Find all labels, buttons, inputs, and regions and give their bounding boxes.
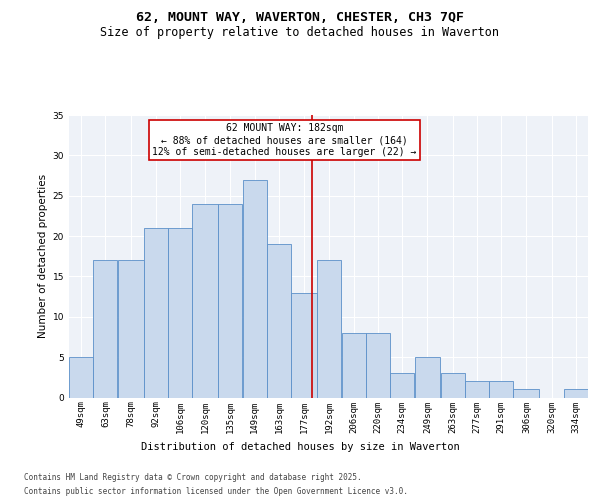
Bar [94, 260, 118, 398]
Bar [390, 374, 414, 398]
Y-axis label: Number of detached properties: Number of detached properties [38, 174, 49, 338]
Bar [218, 204, 242, 398]
Bar [292, 292, 317, 398]
Text: Distribution of detached houses by size in Waverton: Distribution of detached houses by size … [140, 442, 460, 452]
Bar [193, 204, 218, 398]
Bar [267, 244, 291, 398]
Bar [489, 382, 513, 398]
Text: Size of property relative to detached houses in Waverton: Size of property relative to detached ho… [101, 26, 499, 39]
Text: 62 MOUNT WAY: 182sqm
← 88% of detached houses are smaller (164)
12% of semi-deta: 62 MOUNT WAY: 182sqm ← 88% of detached h… [152, 124, 416, 156]
Bar [69, 357, 93, 398]
Text: 62, MOUNT WAY, WAVERTON, CHESTER, CH3 7QF: 62, MOUNT WAY, WAVERTON, CHESTER, CH3 7Q… [136, 11, 464, 24]
Bar [366, 333, 390, 398]
Bar [514, 390, 539, 398]
Bar [317, 260, 341, 398]
Bar [465, 382, 489, 398]
Bar [144, 228, 168, 398]
Bar [341, 333, 365, 398]
Bar [243, 180, 267, 398]
Bar [118, 260, 143, 398]
Bar [415, 357, 440, 398]
Text: Contains public sector information licensed under the Open Government Licence v3: Contains public sector information licen… [24, 486, 408, 496]
Bar [168, 228, 192, 398]
Text: Contains HM Land Registry data © Crown copyright and database right 2025.: Contains HM Land Registry data © Crown c… [24, 472, 362, 482]
Bar [440, 374, 464, 398]
Bar [564, 390, 588, 398]
